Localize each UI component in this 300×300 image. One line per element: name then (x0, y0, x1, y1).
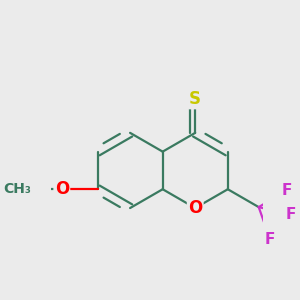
Text: F: F (282, 183, 292, 198)
Text: O: O (188, 199, 202, 217)
Text: CH₃: CH₃ (3, 182, 31, 196)
Text: O: O (55, 180, 69, 198)
Text: F: F (265, 232, 275, 247)
Text: S: S (189, 90, 201, 108)
Text: F: F (286, 207, 296, 222)
